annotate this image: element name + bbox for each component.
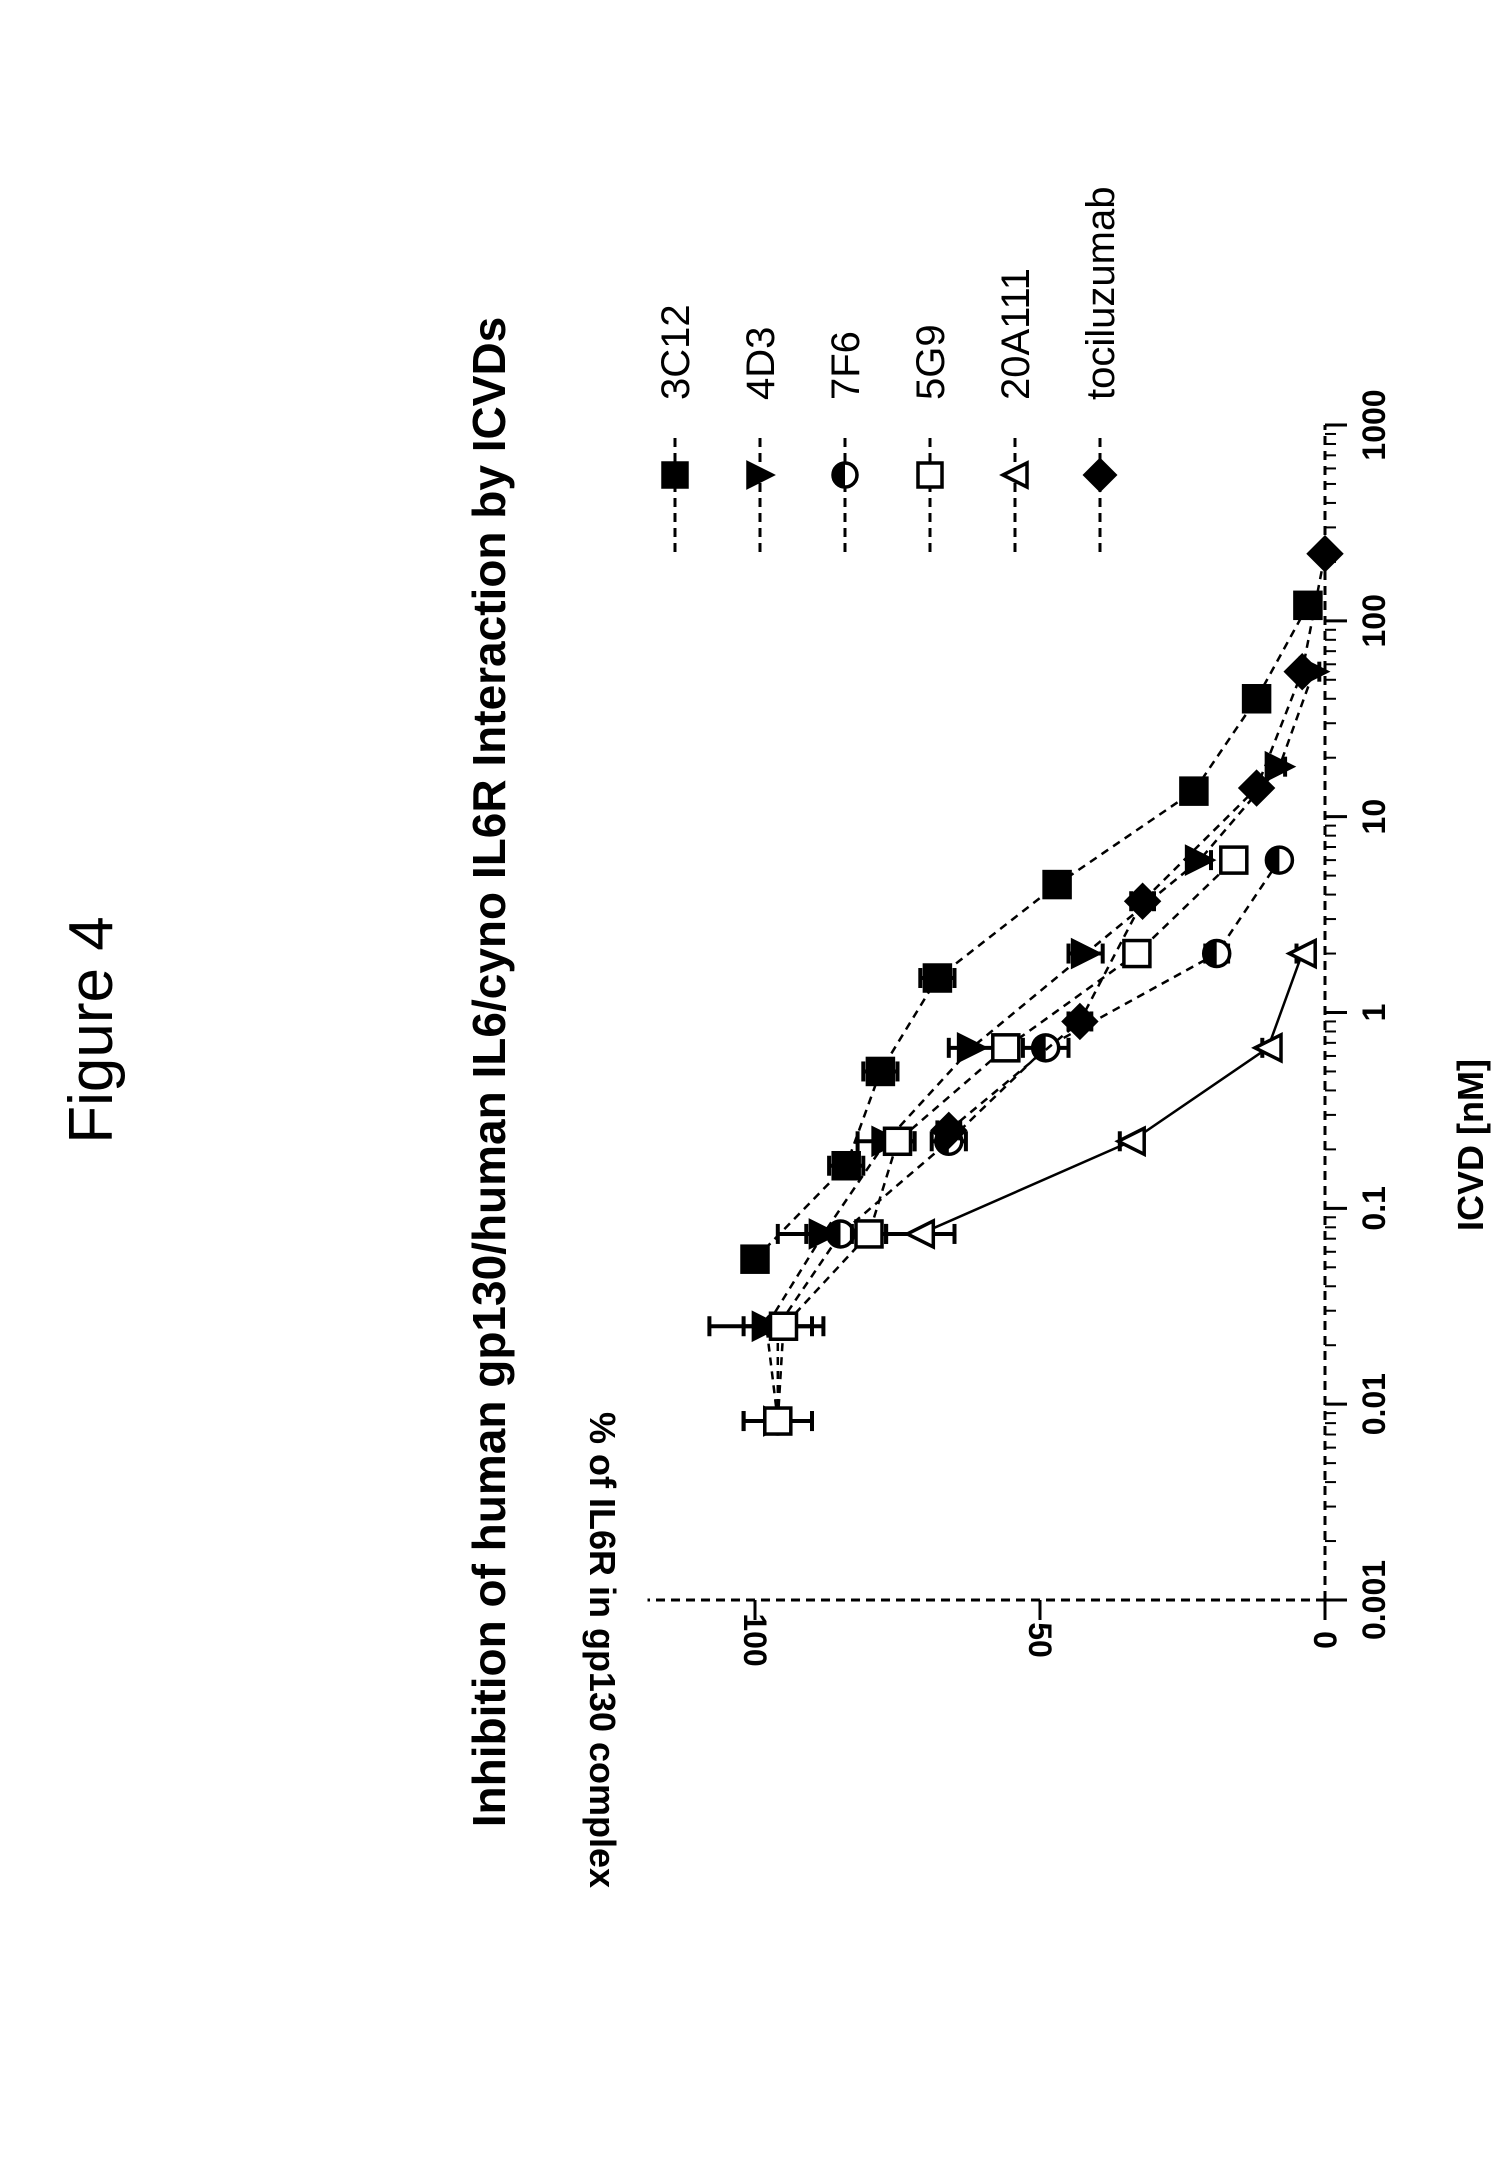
y-axis-label: % of IL6R in gp130 complex [582,1412,623,1888]
data-point-4D3 [1264,750,1297,783]
y-tick-label: 0 [1307,1631,1343,1649]
data-point-5G9 [1219,845,1249,875]
data-point-20A111 [903,1218,936,1250]
data-point-4D3 [956,1032,989,1064]
plot-area [707,535,1344,1437]
legend-label-3C12: 3C12 [654,304,698,400]
x-tick-label: 10 [1356,799,1392,835]
legend-label-7F6: 7F6 [824,331,868,400]
series-line-tociluzumab [948,553,1327,1132]
legend-label-5G9: 5G9 [909,324,953,400]
series-20A111 [884,937,1317,1250]
axes: 0.001 0.01 0.1 1 10 100 1000 0 50 100 [647,389,1392,1667]
series-5G9 [763,845,1249,1436]
data-point-20A111 [1285,937,1317,970]
data-point-7F6-half [1203,940,1217,967]
data-point-5G9 [991,1033,1021,1063]
x-axis-label: ICVD [nM] [1450,1059,1491,1231]
data-point-3C12 [922,963,953,993]
data-point-3C12 [1241,684,1272,714]
figure-label: Figure 4 [57,916,126,1143]
data-point-5G9 [882,1126,913,1157]
legend-marker-5G9 [916,461,944,489]
legend-marker-tociluzumab [1082,457,1118,493]
series-7F6 [741,845,1295,1436]
legend-marker-4D3 [746,460,776,490]
data-point-5G9 [768,1311,799,1341]
data-point-4D3 [1070,937,1103,970]
data-point-7F6-half [1032,1034,1046,1061]
legend-marker-3C12 [661,461,689,489]
data-point-tociluzumab [1237,769,1276,807]
y-tick-label: 50 [1022,1622,1058,1658]
data-point-3C12 [1293,590,1323,621]
data-point-tociluzumab [1123,882,1162,920]
data-point-3C12 [1042,869,1072,900]
legend-label-tociluzumab: tociluzumab [1079,187,1123,400]
series-line-3C12 [754,604,1309,1261]
x-tick-label: 1 [1356,1004,1392,1022]
data-point-tociluzumab [1061,1002,1099,1041]
data-point-5G9 [854,1219,884,1249]
x-tick-label: 100 [1356,594,1392,647]
data-point-3C12 [1179,776,1209,806]
data-point-4D3 [1184,844,1217,876]
data-point-20A111 [1114,1125,1146,1158]
data-point-3C12 [831,1150,861,1181]
data-point-5G9 [763,1406,793,1436]
y-tick-label: 100 [737,1613,773,1666]
x-tick-label: 1000 [1356,389,1392,460]
data-point-3C12 [865,1056,896,1087]
data-point-tociluzumab [1306,535,1344,573]
x-tick-label: 0.01 [1356,1373,1392,1435]
legend-marker-20A111 [999,460,1029,490]
series-line-20A111 [919,953,1304,1236]
legend-marker-7F6-half [833,463,845,487]
data-point-tociluzumab [930,1111,968,1150]
x-tick-label: 0.1 [1356,1186,1392,1230]
data-point-20A111 [1251,1032,1283,1064]
data-point-3C12 [740,1244,770,1274]
series-tociluzumab [930,535,1344,1150]
data-point-5G9 [1122,938,1152,969]
data-point-tociluzumab [1283,652,1321,691]
legend-label-4D3: 4D3 [739,327,783,400]
legend: 3C12 4D3 7F6 5G9 20A111 tociluzumab [654,187,1123,552]
chart-title: Inhibition of human gp130/human IL6/cyno… [463,317,515,1827]
series-3C12 [740,590,1323,1274]
data-point-7F6-half [827,1220,841,1247]
legend-label-20A111: 20A111 [994,268,1038,400]
x-tick-label: 0.001 [1356,1560,1392,1640]
series-line-5G9 [776,859,1235,1422]
data-point-7F6-half [1266,847,1280,874]
